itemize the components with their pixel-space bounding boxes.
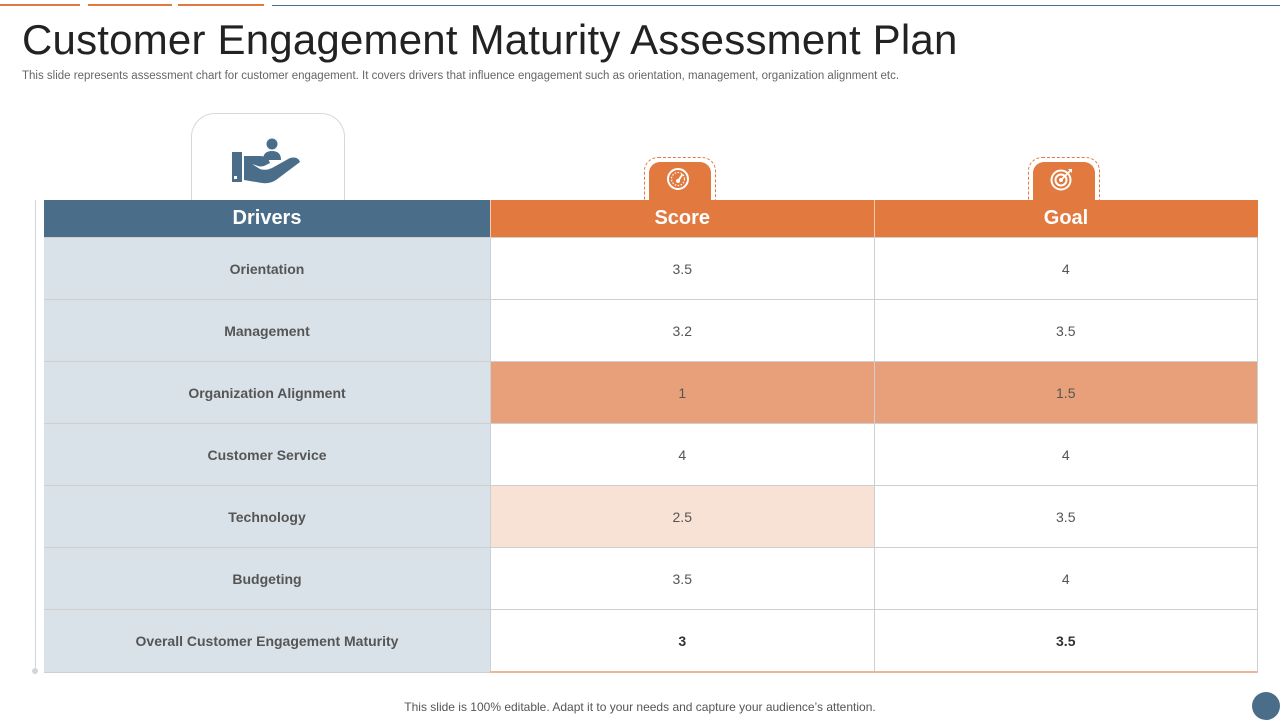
score-cell: 1: [490, 361, 874, 424]
goal-cell: 4: [873, 237, 1258, 300]
goal-cell: 3.5: [873, 485, 1258, 548]
table-header-row: Drivers Score Goal: [44, 200, 1258, 238]
corner-decoration: [1252, 692, 1280, 720]
table-row: Customer Service 4 4: [44, 423, 1258, 486]
left-guide-line: [35, 200, 36, 672]
goal-cell: 1.5: [873, 361, 1258, 424]
left-guide-dot: [32, 668, 38, 674]
table-row: Organization Alignment 1 1.5: [44, 361, 1258, 424]
driver-cell: Technology: [44, 485, 491, 548]
table-row: Technology 2.5 3.5: [44, 485, 1258, 548]
driver-cell: Budgeting: [44, 547, 491, 610]
goal-header-badge: [1028, 157, 1100, 203]
score-cell: 3: [490, 609, 874, 673]
speedometer-icon: [667, 168, 689, 190]
table-row: Budgeting 3.5 4: [44, 547, 1258, 610]
table-row: Management 3.2 3.5: [44, 299, 1258, 362]
header-goal: Goal: [873, 200, 1258, 238]
hand-holding-person-icon: [232, 138, 300, 184]
score-cell: 3.2: [490, 299, 874, 362]
top-accent-bar-1: [0, 4, 80, 6]
score-cell: 2.5: [490, 485, 874, 548]
slide-footer: This slide is 100% editable. Adapt it to…: [404, 700, 876, 714]
driver-cell: Orientation: [44, 237, 491, 300]
table-row: Orientation 3.5 4: [44, 237, 1258, 300]
driver-cell: Management: [44, 299, 491, 362]
score-header-badge: [644, 157, 716, 203]
assessment-table: Drivers Score Goal Orientation 3.5 4 Man…: [44, 200, 1258, 673]
driver-cell: Organization Alignment: [44, 361, 491, 424]
drivers-icon-card: [191, 113, 345, 215]
driver-cell: Customer Service: [44, 423, 491, 486]
goal-cell: 4: [873, 423, 1258, 486]
top-accent-line: [272, 5, 1280, 6]
top-accent-bar-2: [88, 4, 172, 6]
slide-title: Customer Engagement Maturity Assessment …: [22, 16, 958, 63]
goal-cell: 3.5: [873, 299, 1258, 362]
header-score: Score: [490, 200, 874, 238]
score-cell: 3.5: [490, 237, 874, 300]
table-row-total: Overall Customer Engagement Maturity 3 3…: [44, 609, 1258, 673]
top-accent-bar-3: [178, 4, 264, 6]
goal-cell: 3.5: [873, 609, 1258, 673]
driver-cell: Overall Customer Engagement Maturity: [44, 609, 491, 673]
slide-subtitle: This slide represents assessment chart f…: [22, 70, 900, 82]
score-cell: 3.5: [490, 547, 874, 610]
header-drivers: Drivers: [44, 200, 491, 238]
score-cell: 4: [490, 423, 874, 486]
goal-cell: 4: [873, 547, 1258, 610]
target-icon: [1050, 169, 1072, 191]
